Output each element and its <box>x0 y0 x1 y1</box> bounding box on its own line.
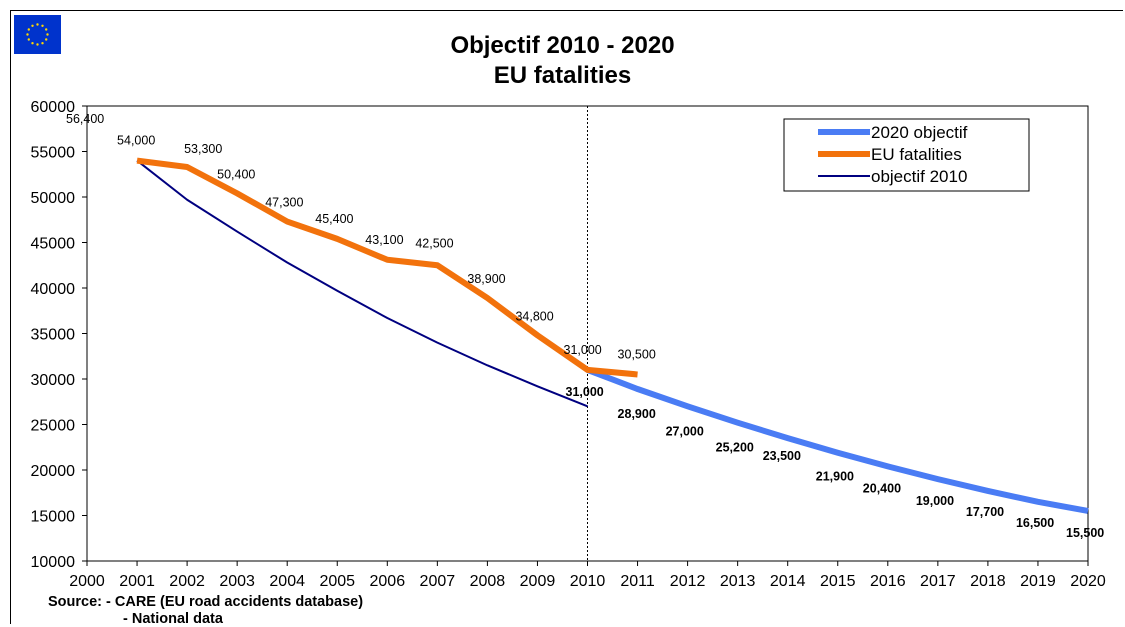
data-label-2020-objectif: 21,900 <box>816 470 854 484</box>
x-tick-label: 2017 <box>920 573 956 590</box>
x-tick-label: 2002 <box>169 573 205 590</box>
data-label-eu-fatalities: 54,000 <box>117 134 155 148</box>
x-tick-label: 2007 <box>420 573 456 590</box>
x-tick-label: 2005 <box>319 573 355 590</box>
x-tick-label: 2008 <box>470 573 506 590</box>
data-label-eu-fatalities: 31,000 <box>564 343 602 357</box>
x-tick-label: 2006 <box>370 573 406 590</box>
data-label-2020-objectif: 17,700 <box>966 505 1004 519</box>
data-label-eu-fatalities: 43,100 <box>365 233 403 247</box>
source-line-1: Source: - CARE (EU road accidents databa… <box>48 594 364 610</box>
x-tick-label: 2001 <box>119 573 155 590</box>
y-tick-label: 45000 <box>31 236 76 253</box>
y-tick-label: 20000 <box>31 463 76 480</box>
data-label-2020-objectif: 23,500 <box>763 449 801 463</box>
data-label-2020-objectif: 31,000 <box>566 385 604 399</box>
data-label-eu-fatalities: 53,300 <box>184 142 222 156</box>
legend-label: EU fatalities <box>871 145 962 164</box>
x-tick-label: 2020 <box>1070 573 1106 590</box>
data-label-2020-objectif: 27,000 <box>666 424 704 438</box>
legend-label: 2020 objectif <box>871 123 968 142</box>
y-tick-label: 30000 <box>31 372 76 389</box>
y-tick-label: 55000 <box>31 145 76 162</box>
data-label-2020-objectif: 15,500 <box>1066 526 1104 540</box>
x-tick-label: 2011 <box>620 573 655 590</box>
y-tick-label: 15000 <box>31 509 76 526</box>
chart-frame <box>10 10 1123 624</box>
series-line <box>586 367 1089 514</box>
data-label-2020-objectif: 16,500 <box>1016 516 1054 530</box>
data-label-eu-fatalities: 38,900 <box>467 272 505 286</box>
data-label-eu-fatalities: 30,500 <box>618 347 656 361</box>
data-label-2020-objectif: 28,900 <box>618 407 656 421</box>
annotation-label: 56,400 <box>66 112 104 126</box>
x-tick-label: 2014 <box>770 573 806 590</box>
chart-subtitle: EU fatalities <box>493 62 632 89</box>
y-tick-label: 10000 <box>31 554 76 571</box>
y-tick-label: 25000 <box>31 418 76 435</box>
x-tick-label: 2004 <box>269 573 305 590</box>
x-tick-label: 2003 <box>219 573 255 590</box>
y-tick-label: 40000 <box>31 281 76 298</box>
data-label-eu-fatalities: 50,400 <box>217 167 255 181</box>
x-tick-label: 2016 <box>870 573 906 590</box>
y-tick-label: 35000 <box>31 327 76 344</box>
x-tick-label: 2012 <box>670 573 706 590</box>
x-tick-label: 2019 <box>1020 573 1056 590</box>
data-label-eu-fatalities: 34,800 <box>515 309 553 323</box>
data-label-eu-fatalities: 45,400 <box>315 212 353 226</box>
series-line <box>136 157 638 378</box>
data-label-2020-objectif: 20,400 <box>863 481 901 495</box>
data-label-eu-fatalities: 47,300 <box>265 196 303 210</box>
legend-label: objectif 2010 <box>871 167 967 186</box>
data-label-2020-objectif: 19,000 <box>916 494 954 508</box>
y-tick-label: 50000 <box>31 190 76 207</box>
chart-title: Objectif 2010 - 2020 <box>450 32 675 59</box>
x-tick-label: 2015 <box>820 573 856 590</box>
x-tick-label: 2013 <box>720 573 756 590</box>
x-tick-label: 2018 <box>970 573 1006 590</box>
series-line <box>136 159 588 408</box>
data-label-2020-objectif: 25,200 <box>716 441 754 455</box>
source-line-2: - National data <box>123 611 223 627</box>
x-tick-label: 2010 <box>570 573 606 590</box>
eu-flag-icon <box>14 15 61 54</box>
data-label-eu-fatalities: 42,500 <box>415 236 453 250</box>
y-tick-label: 60000 <box>31 99 76 116</box>
x-tick-label: 2009 <box>520 573 556 590</box>
x-tick-label: 2000 <box>69 573 105 590</box>
